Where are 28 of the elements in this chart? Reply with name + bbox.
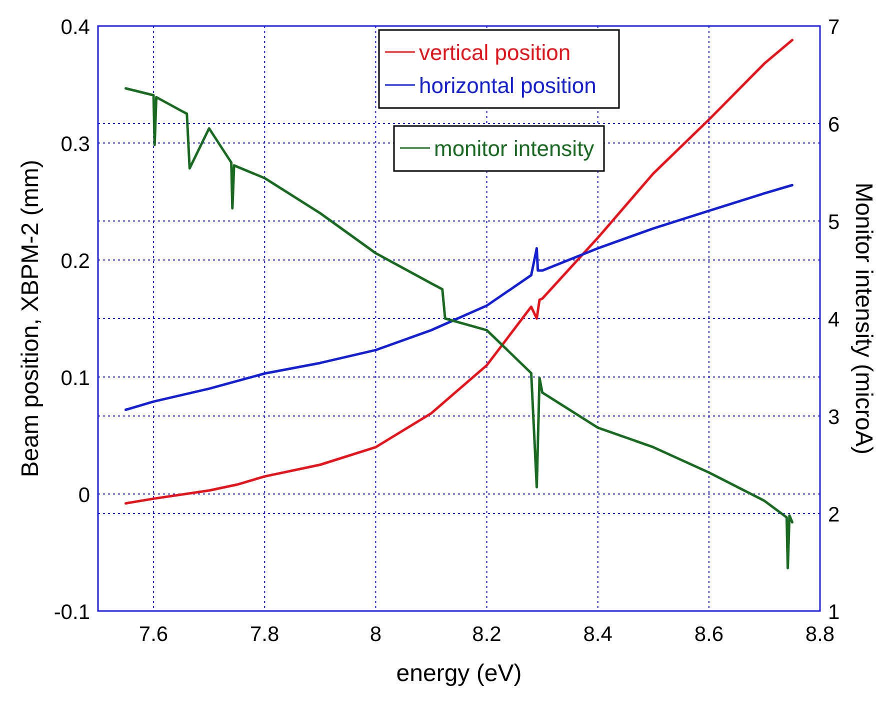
legend-label: vertical position — [419, 40, 571, 65]
x-tick-label: 7.6 — [138, 623, 168, 646]
y-tick-label: -0.1 — [54, 601, 90, 624]
x-axis-title: energy (eV) — [396, 660, 522, 687]
y2-tick-label: 6 — [828, 114, 840, 136]
y2-tick-label: 5 — [828, 211, 840, 234]
y-axis-title: Beam position, XBPM-2 (mm) — [17, 160, 44, 478]
legend-label: monitor intensity — [434, 136, 594, 161]
y-tick-label: 0.4 — [60, 16, 90, 39]
x-tick-label: 8.8 — [805, 623, 835, 646]
y-tick-label: 0.1 — [60, 367, 90, 390]
x-tick-label: 8 — [370, 623, 382, 646]
y2-tick-label: 4 — [828, 308, 840, 332]
x-tick-label: 8.6 — [694, 623, 724, 646]
y-tick-label: 0.2 — [60, 250, 90, 273]
y-tick-label: 0 — [78, 484, 90, 507]
x-tick-label: 8.2 — [472, 623, 502, 646]
y2-tick-label: 3 — [828, 406, 840, 429]
y2-tick-label: 1 — [828, 601, 840, 624]
y2-tick-label: 7 — [828, 16, 840, 39]
line-series — [124, 184, 794, 412]
legend-label: horizontal position — [419, 73, 596, 98]
y2-axis-title: Monitor intensity (microA) — [850, 182, 877, 455]
x-tick-label: 7.8 — [250, 623, 280, 646]
y2-tick-label: 2 — [828, 504, 840, 526]
x-tick-label: 8.4 — [583, 623, 613, 646]
y-tick-label: 0.3 — [60, 133, 90, 156]
line-series — [124, 38, 794, 505]
